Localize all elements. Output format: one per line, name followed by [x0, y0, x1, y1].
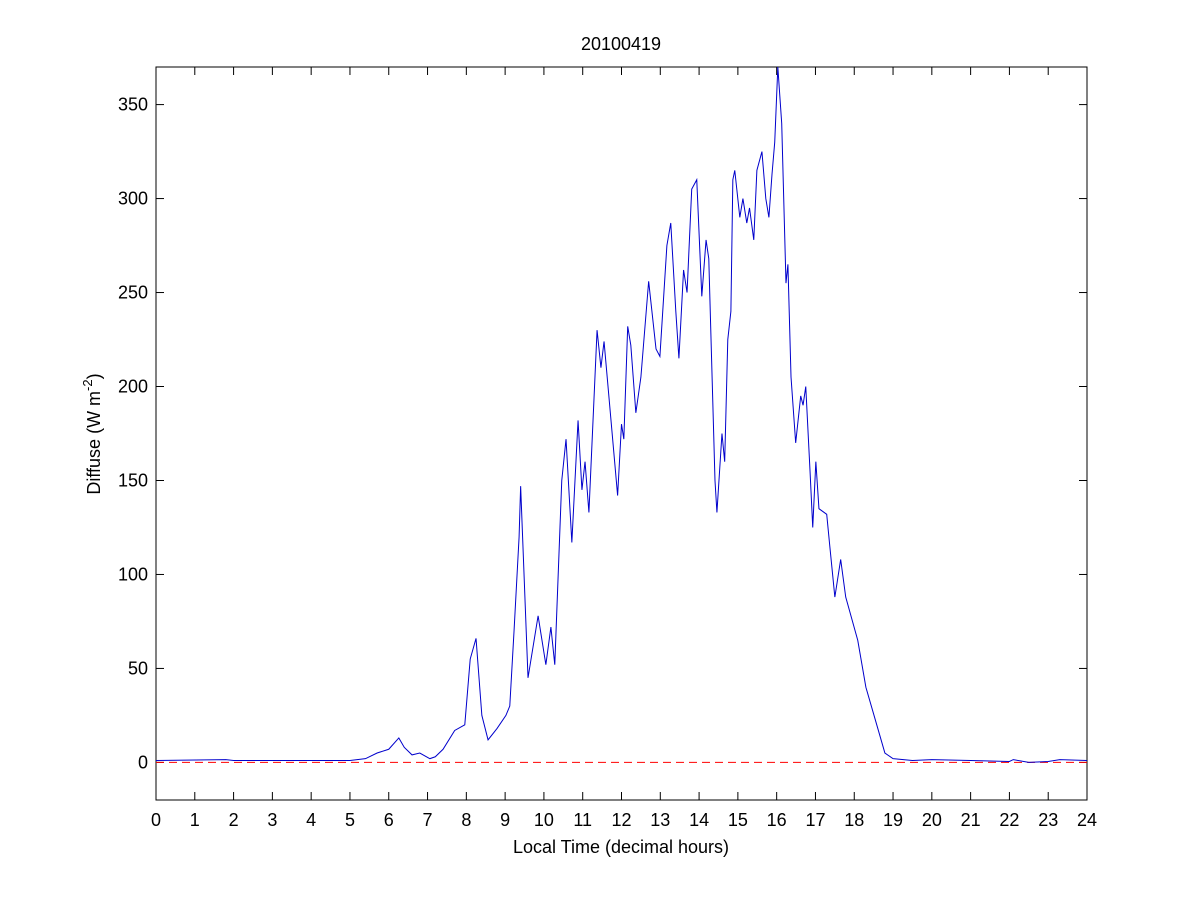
- plot-frame: [155, 66, 1088, 801]
- y-tick-label: 0: [138, 752, 148, 772]
- y-axis-label-text: Diffuse (W m: [84, 391, 104, 495]
- x-tick-label: 22: [999, 810, 1019, 830]
- y-axis-label: Diffuse (W m-2): [80, 373, 104, 494]
- x-tick-label: 12: [611, 810, 631, 830]
- y-tick-label: 250: [118, 283, 148, 303]
- x-tick-label: 10: [534, 810, 554, 830]
- y-tick-label: 100: [118, 564, 148, 584]
- x-tick-label: 14: [689, 810, 709, 830]
- x-tick-label: 6: [384, 810, 394, 830]
- data-line: [155, 66, 1088, 763]
- x-tick-label: 19: [883, 810, 903, 830]
- x-tick-label: 7: [423, 810, 433, 830]
- x-tick-label: 0: [151, 810, 161, 830]
- x-tick-label: 18: [844, 810, 864, 830]
- x-tick-label: 20: [922, 810, 942, 830]
- x-tick-label: 13: [650, 810, 670, 830]
- x-tick-label: 24: [1077, 810, 1097, 830]
- x-tick-label: 23: [1038, 810, 1058, 830]
- y-tick-label: 50: [128, 658, 148, 678]
- x-tick-label: 17: [805, 810, 825, 830]
- y-tick-label: 300: [118, 189, 148, 209]
- x-tick-label: 2: [229, 810, 239, 830]
- y-tick-label: 350: [118, 95, 148, 115]
- x-tick-label: 11: [573, 810, 592, 830]
- x-tick-label: 1: [190, 810, 200, 830]
- x-tick-label: 3: [267, 810, 277, 830]
- x-tick-label: 5: [345, 810, 355, 830]
- x-tick-label: 4: [306, 810, 316, 830]
- y-axis-label-end: ): [84, 373, 104, 379]
- y-axis-label-exponent: -2: [80, 379, 95, 391]
- chart-title: 20100419: [581, 34, 661, 54]
- y-tick-label: 200: [118, 377, 148, 397]
- x-tick-label: 15: [728, 810, 748, 830]
- x-tick-label: 8: [461, 810, 471, 830]
- y-tick-label: 150: [118, 470, 148, 490]
- x-tick-label: 9: [500, 810, 510, 830]
- x-tick-label: 16: [767, 810, 787, 830]
- x-axis-label: Local Time (decimal hours): [513, 837, 729, 857]
- x-tick-label: 21: [961, 810, 981, 830]
